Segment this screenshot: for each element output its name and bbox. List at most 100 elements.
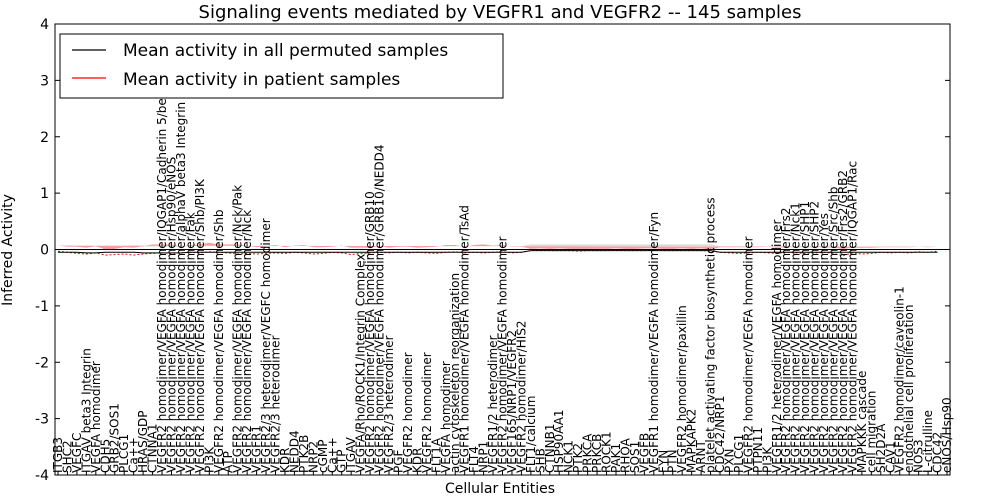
x-category-label: CDC42 xyxy=(931,432,945,473)
x-category-label: VEGFR2 homodimer/VEGFA homodimer/GRB10/N… xyxy=(373,144,387,473)
y-tick-label: -3 xyxy=(35,412,49,428)
x-category-label: cGMP xyxy=(316,440,330,474)
x-category-label: eNOS/Hsp90 xyxy=(940,397,954,473)
x-category-label: HSP90AA1 xyxy=(552,409,566,473)
legend: Mean activity in all permuted samples Me… xyxy=(59,33,504,99)
x-category-label: CDC42/NRP1 xyxy=(713,396,727,474)
x-category-label: VEGFR2 homodimer/VEGFA homodimer/SHP2 xyxy=(808,201,822,473)
legend-label-permuted: Mean activity in all permuted samples xyxy=(123,41,448,61)
x-category-label: VEGFR2 homodimer/VEGFA homodimer/Nck1 xyxy=(789,202,803,473)
x-category-label: VEGFR2 homodimer/VEGFA homodimer/Nck xyxy=(240,210,254,473)
y-tick-label: 3 xyxy=(40,73,49,89)
x-category-label: Ca++ xyxy=(127,437,141,473)
x-category-label: PXN xyxy=(723,449,737,473)
x-category-label: FYN xyxy=(656,450,670,473)
x-category-label: PLCG1 xyxy=(732,434,746,473)
x-category-label: VEGFR2 homodimer/HIS2 xyxy=(514,320,528,473)
x-category-label: FLT4 xyxy=(467,446,481,473)
x-category-label: VEGFR2 homodimer/caveolin-1 xyxy=(893,286,907,473)
y-tick-label: 2 xyxy=(40,130,49,146)
x-category-label: VEGFR2/3 heterodimer/VEGFC homodimer xyxy=(259,218,273,473)
x-category-label: SH2D2A xyxy=(874,423,888,473)
x-category-label: PTK2 xyxy=(571,443,585,473)
x-category-label: ITGB3 xyxy=(51,437,65,473)
x-category-label: KDR xyxy=(410,448,424,473)
x-category-label: PI3K xyxy=(202,446,216,473)
x-category-label: VEGFB xyxy=(637,433,651,473)
x-category-label: MAPKAPK2 xyxy=(685,409,699,473)
x-category-label: VEGFR2/3 heterodimer xyxy=(382,335,396,473)
x-category-label: ITGAV beta3 Integrin xyxy=(79,348,93,473)
x-category-label: FLT1/calcium xyxy=(524,396,538,473)
series-lines xyxy=(57,249,938,257)
x-category-label: VEGFR2 homodimer xyxy=(401,352,415,473)
y-axis-ticks: -4 -3 -2 -1 0 1 2 3 4 xyxy=(35,17,950,484)
x-category-label: NEDD4 xyxy=(287,430,301,473)
x-category-label: PTN xyxy=(666,449,680,473)
x-category-label: VEGFR2 homodimer/VEGFA homodimer/IQGAP1/… xyxy=(155,38,169,473)
x-category-label: ROCK1 xyxy=(600,431,614,473)
x-category-label: VEGFR1/2 heterodimer/VEGFA homodimer xyxy=(770,220,784,473)
x-category-label: PGF xyxy=(392,449,406,473)
x-axis-label: Cellular Entities xyxy=(445,481,555,497)
x-category-label: VEGFR2 homodimer/VEGFA homodimer/Shb xyxy=(212,210,226,474)
x-category-label: ATP xyxy=(221,451,235,473)
x-category-label: RHOA xyxy=(618,437,632,473)
x-category-label: endothelial cell proliferation xyxy=(902,305,916,473)
x-category-label: SHB xyxy=(533,448,547,473)
x-category-label: VEGFA homodimer xyxy=(439,361,453,473)
x-category-label: PI3K xyxy=(760,446,774,473)
x-category-label: SOS1 xyxy=(628,441,642,473)
permuted-error-band xyxy=(58,244,938,247)
y-tick-label: 1 xyxy=(40,186,49,202)
x-category-label: VEGF165/NRP1/VEGFR2 xyxy=(505,330,519,473)
x-category-label: PRKCA xyxy=(581,433,595,473)
x-category-label: NCK1 xyxy=(562,440,576,473)
y-tick-label: -1 xyxy=(35,299,49,315)
x-category-label: PRKCB xyxy=(590,434,604,473)
x-category-label: KDR xyxy=(278,448,292,473)
x-category-label: VEGFR2 homodimer/VEGFA homodimer/SHP1 xyxy=(798,201,812,473)
x-category-label: HRAS/GDP xyxy=(136,410,150,473)
x-category-label: L-citrulline xyxy=(921,410,935,473)
x-category-label: VEGFR2 homodimer/VEGFA homodimer/Nck/Pak xyxy=(231,185,245,473)
permuted-mean-line xyxy=(58,250,938,254)
x-category-label: Ca++ xyxy=(325,437,339,473)
x-category-label: NRP1 xyxy=(477,441,491,473)
x-category-label: PAK1 xyxy=(609,443,623,473)
x-category-label: VEGFR2 homodimer/VEGFA homodimer/Hsp90/e… xyxy=(165,157,179,473)
x-category-label: FLT1A xyxy=(429,437,443,473)
x-category-label: VEGFR2 homodimer xyxy=(420,352,434,473)
x-category-label: PTK2B xyxy=(297,435,311,473)
y-tick-label: 0 xyxy=(40,243,49,259)
patient-error-band xyxy=(58,242,938,250)
legend-label-patient: Mean activity in patient samples xyxy=(123,70,400,90)
x-category-label: VEGFR2 homodimer/VEGFA homodimer xyxy=(496,236,510,473)
x-category-label: NRP2 xyxy=(306,441,320,473)
x-category-label: GRB2/SOS1 xyxy=(108,403,122,473)
x-category-label: CTNNB1 xyxy=(543,423,557,473)
x-category-label: ARNT xyxy=(694,439,708,473)
x-category-label: VEGFR2 homodimer/VEGFA homodimer/GRB10 xyxy=(363,191,377,473)
x-category-label: VEGFA/Rho/ROCK1/Integrin Complex xyxy=(354,254,368,473)
x-category-label: VEGFR2 homodimer/VEGFA homodimer/Yes xyxy=(817,213,831,473)
x-category-label: actin cytoskeleton reorganization xyxy=(448,273,462,473)
x-category-label: VEGFR1/2 heterodimer xyxy=(486,335,500,473)
x-category-label: VEGFR2 homodimer/VEGFA homodimer/Frs2 xyxy=(779,208,793,474)
x-category-label: PTPN11 xyxy=(751,427,765,473)
x-category-label: CAV1 xyxy=(883,441,897,473)
x-category-label: VEGFR2 homodimer/VEGFA homodimer/Fak xyxy=(183,212,197,473)
x-category-label: ITGAV xyxy=(344,436,358,473)
x-category-label: PLCG1 xyxy=(117,434,131,473)
x-category-label: VEGFR1 homodimer/VEGFA homodimer/TsAd xyxy=(458,205,472,473)
y-tick-label: -4 xyxy=(35,468,49,484)
error-bands xyxy=(58,242,938,250)
x-category-label: CTNNA1 xyxy=(146,423,160,473)
x-category-label: VEGFR2 homodimer/VEGFA homodimer/Frs2/GR… xyxy=(836,170,850,473)
x-category-label: SHC2 xyxy=(61,440,75,473)
x-category-label: VEGFR2 homodimer/VEGFA homodimer/Shb/PI3… xyxy=(193,178,207,473)
x-category-label: GTP xyxy=(335,450,349,473)
x-category-label: VEGFA homodimer xyxy=(89,361,103,473)
